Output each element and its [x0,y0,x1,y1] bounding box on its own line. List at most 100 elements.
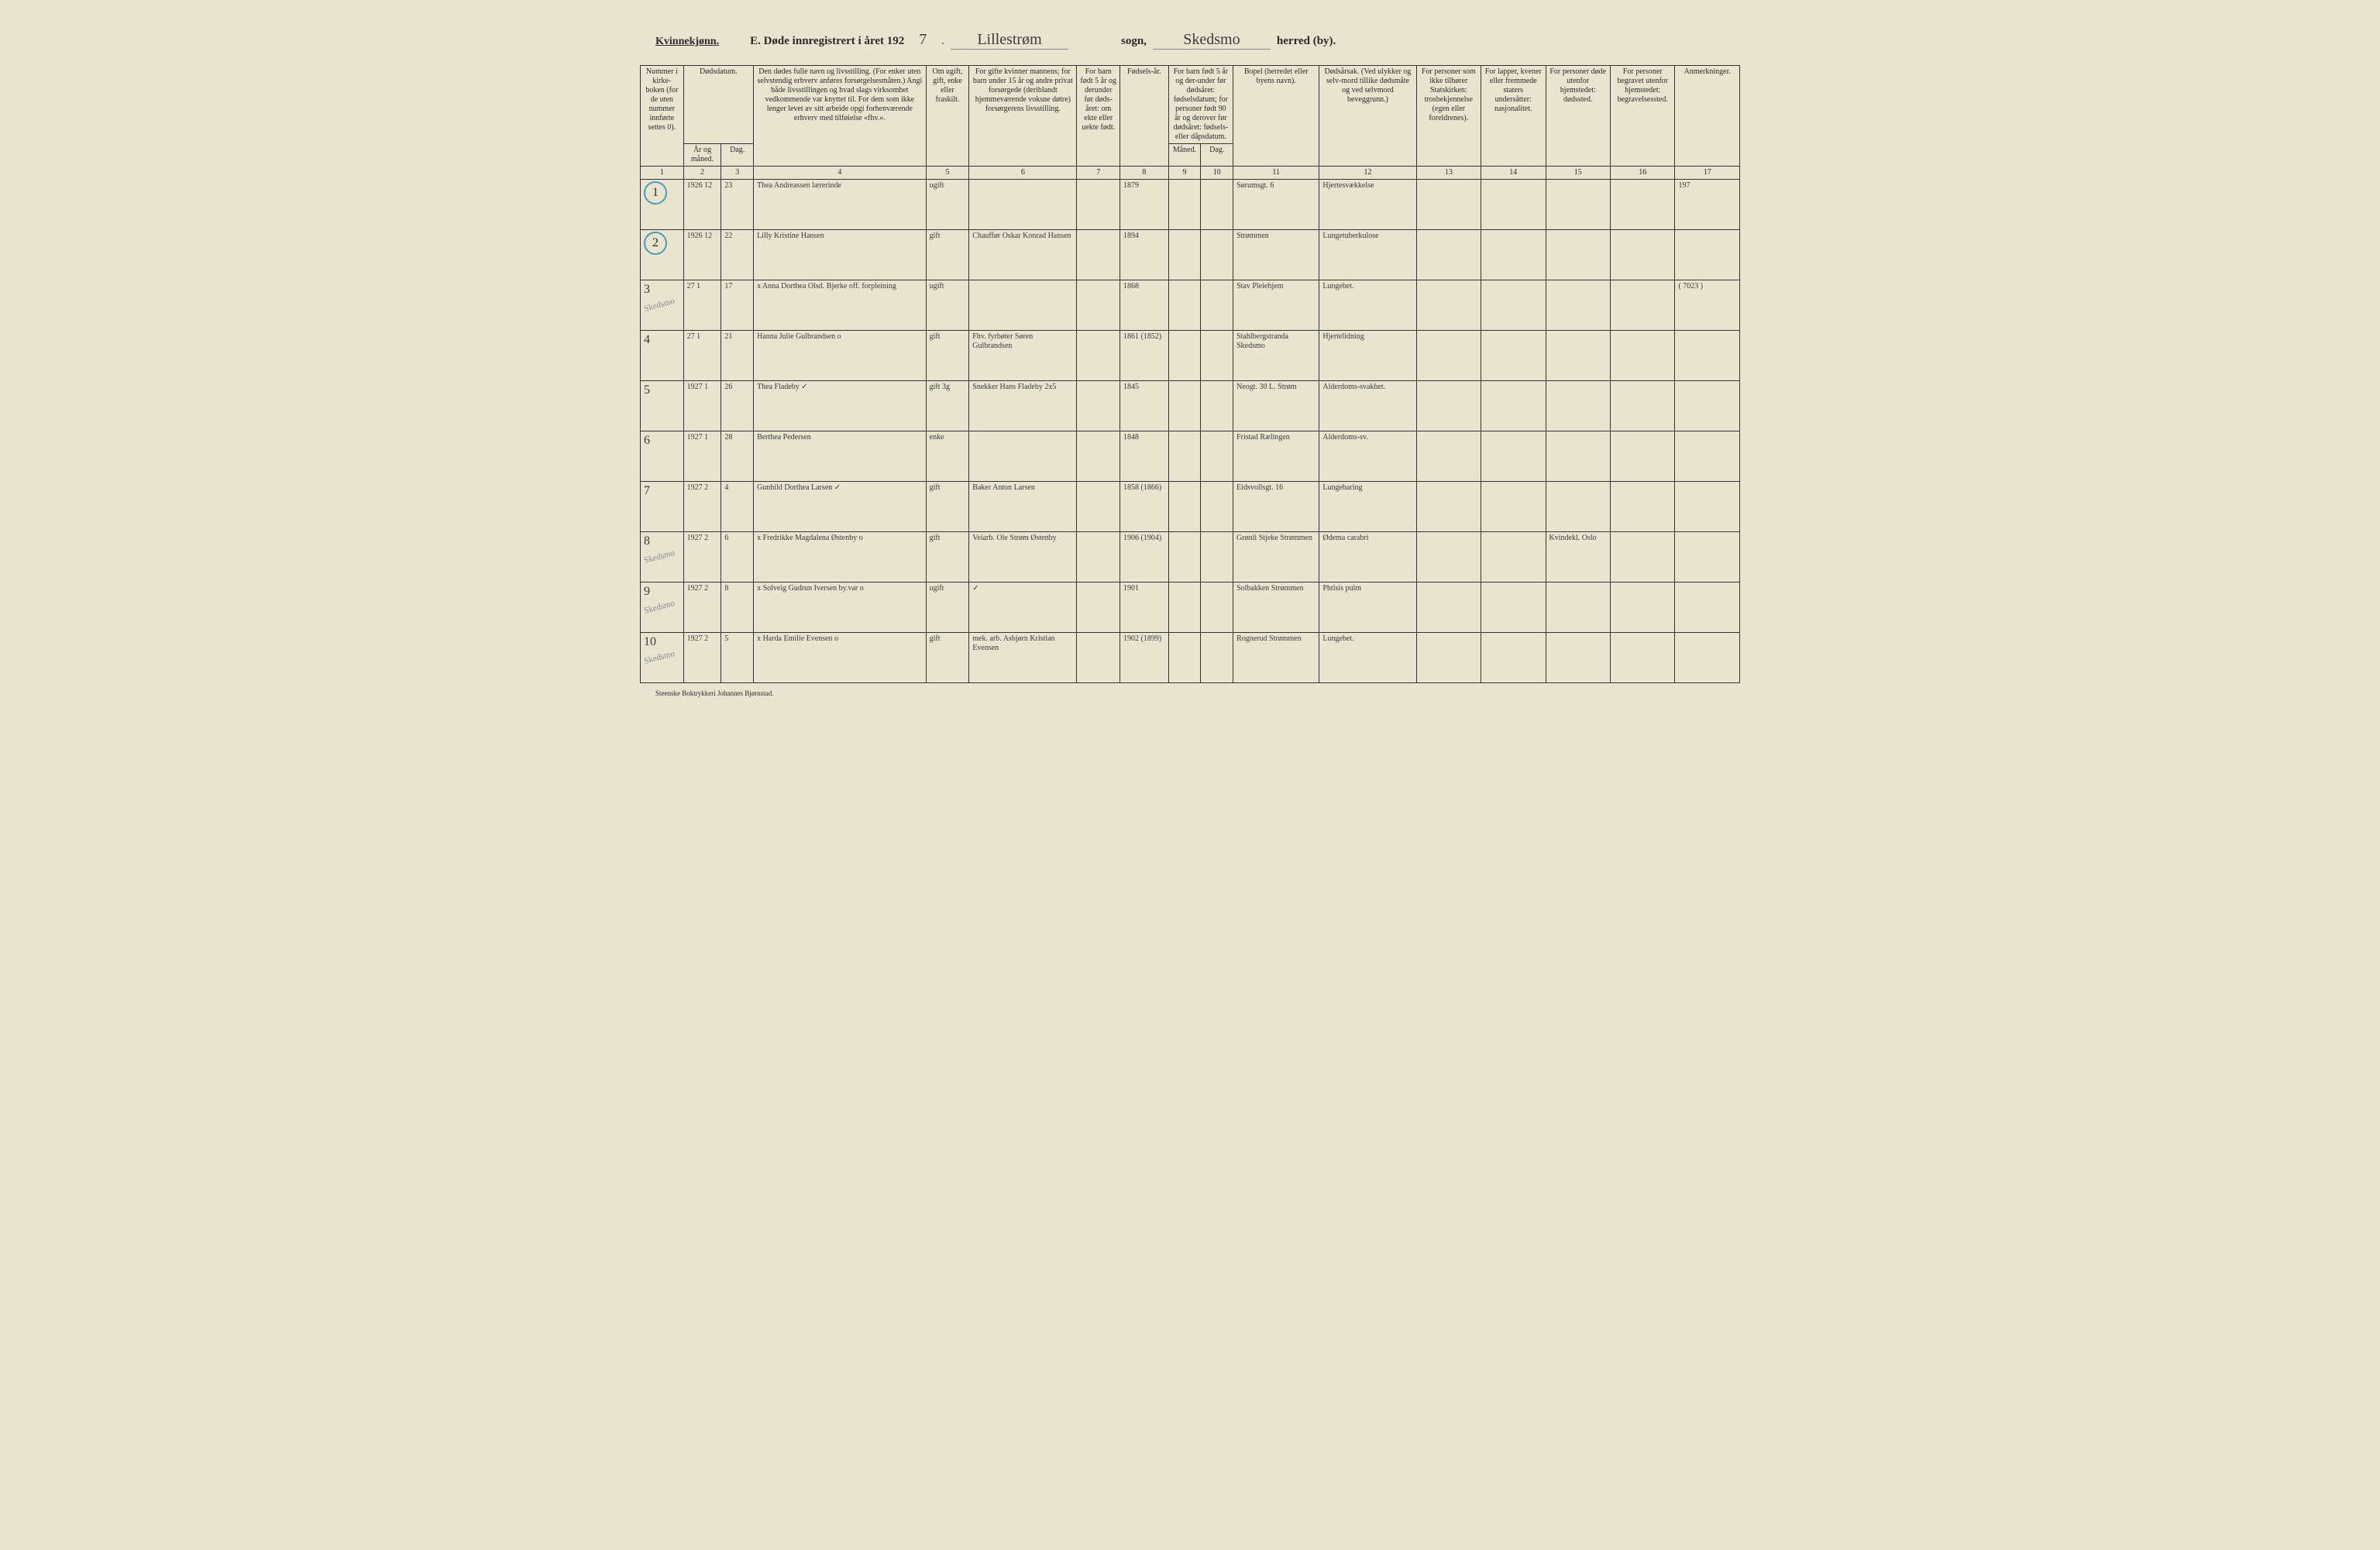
marital-status: ugift [926,583,969,633]
birth-month [1168,331,1201,381]
col-num: 17 [1675,167,1740,180]
nationality [1481,431,1546,482]
entry-number: 8 [644,534,650,548]
spouse-occupation [969,280,1077,331]
birth-day [1201,633,1233,683]
burial-place [1610,532,1674,583]
birth-day [1201,331,1233,381]
remarks [1675,583,1740,633]
col-num: 2 [683,167,721,180]
title-prefix: E. Døde innregistrert i året 192 [750,35,904,48]
death-place [1546,482,1610,532]
cause-of-death: Lungebaring [1319,482,1416,532]
legitimacy [1077,583,1120,633]
death-day: 5 [721,633,754,683]
remarks [1675,230,1740,280]
col-num: 8 [1120,167,1169,180]
cause-of-death: Ødema carabri [1319,532,1416,583]
entry-number-cell: 6 [641,431,684,482]
table-row: 427 121Hanna Julie Gulbrandsen ogiftFhv.… [641,331,1740,381]
nationality [1481,280,1546,331]
legitimacy [1077,431,1120,482]
entry-number-cell: 3Skedsmo [641,280,684,331]
cause-of-death: Lungetuberkulose [1319,230,1416,280]
confession [1416,583,1481,633]
birth-year: 1894 [1120,230,1169,280]
marital-status: gift 3g [926,381,969,431]
table-head: Nummer i kirke-boken (for de uten nummer… [641,66,1740,180]
birth-month [1168,230,1201,280]
birth-year: 1906 (1904) [1120,532,1169,583]
table-row: 10Skedsmo1927 25x Harda Emilie Evensen o… [641,633,1740,683]
entry-number-cell: 1 [641,180,684,230]
birth-day [1201,280,1233,331]
legitimacy [1077,532,1120,583]
nationality [1481,230,1546,280]
table-row: 9Skedsmo1927 28x Solveig Gudrun Iversen … [641,583,1740,633]
table-row: 8Skedsmo1927 26x Fredrikke Magdalena Øst… [641,532,1740,583]
entry-number-circled: 1 [644,181,667,204]
col-num: 4 [754,167,927,180]
legitimacy [1077,180,1120,230]
marital-status: gift [926,532,969,583]
entry-number: 4 [644,333,650,346]
entry-number: 6 [644,434,650,447]
herred-label: herred (by). [1277,35,1336,48]
col-num: 6 [969,167,1077,180]
col-header: For personer begravet utenfor hjemstedet… [1610,66,1674,167]
confession [1416,230,1481,280]
birth-day [1201,230,1233,280]
legitimacy [1077,633,1120,683]
birth-day [1201,583,1233,633]
death-day: 8 [721,583,754,633]
birth-day [1201,482,1233,532]
death-day: 28 [721,431,754,482]
birth-year: 1879 [1120,180,1169,230]
nationality [1481,180,1546,230]
birth-month [1168,532,1201,583]
col-header: Om ugift, gift, enke eller fraskilt. [926,66,969,167]
burial-place [1610,381,1674,431]
name-occupation: Thea Andreassen lærerinde [754,180,927,230]
table-body: 11926 1223Thea Andreassen lærerindeugift… [641,180,1740,683]
table-row: 11926 1223Thea Andreassen lærerindeugift… [641,180,1740,230]
col-subheader: År og måned. [683,144,721,167]
col-header: For barn født 5 år og der-under før døds… [1168,66,1233,144]
col-header: Bopel (herredet eller byens navn). [1233,66,1319,167]
marital-status: gift [926,331,969,381]
birth-year: 1858 (1866) [1120,482,1169,532]
legitimacy [1077,230,1120,280]
spouse-occupation [969,180,1077,230]
death-day: 22 [721,230,754,280]
entry-number-cell: 9Skedsmo [641,583,684,633]
spouse-occupation: Baker Anton Larsen [969,482,1077,532]
birth-month [1168,431,1201,482]
birth-month [1168,583,1201,633]
nationality [1481,482,1546,532]
burial-place [1610,482,1674,532]
col-header: Nummer i kirke-boken (for de uten nummer… [641,66,684,167]
legitimacy [1077,482,1120,532]
residence: Rognerud Strømmen [1233,633,1319,683]
legitimacy [1077,280,1120,331]
remarks [1675,633,1740,683]
entry-number: 5 [644,383,650,397]
col-num: 1 [641,167,684,180]
entry-number-cell: 10Skedsmo [641,633,684,683]
spouse-occupation: ✓ [969,583,1077,633]
col-header: Anmerkninger. [1675,66,1740,167]
residence: Sørumsgt. 6 [1233,180,1319,230]
table-row: 21926 1222Lilly Kristine HansengiftChauf… [641,230,1740,280]
col-num: 12 [1319,167,1416,180]
birth-year: 1848 [1120,431,1169,482]
col-subheader: Dag. [1201,144,1233,167]
confession [1416,431,1481,482]
column-number-row: 1 2 3 4 5 6 7 8 9 10 11 12 13 14 15 16 1… [641,167,1740,180]
marital-status: gift [926,633,969,683]
remarks [1675,381,1740,431]
confession [1416,180,1481,230]
residence: Grønli Stjeke Strømmen [1233,532,1319,583]
remarks [1675,431,1740,482]
year-suffix: 7 [910,31,935,49]
burial-place [1610,633,1674,683]
